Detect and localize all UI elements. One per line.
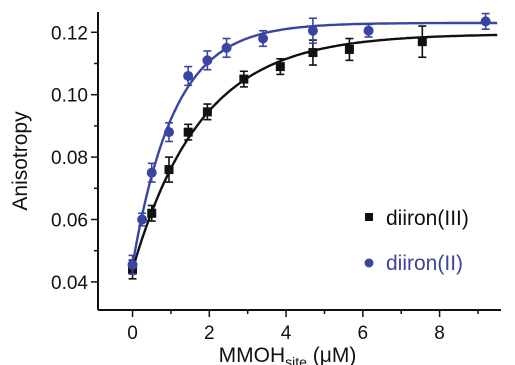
x-axis-title-unit: (μM)	[307, 344, 356, 365]
fit-curves-group	[131, 21, 498, 270]
data-point-diiron-iii	[239, 74, 249, 84]
data-point-diiron-iii	[275, 62, 285, 72]
data-point-diiron-iii	[202, 107, 212, 117]
y-tick-label: 0.08	[51, 148, 88, 169]
x-axis-title-main: MMOH	[219, 344, 286, 365]
fit-curve-diiron-iii	[131, 33, 498, 270]
x-tick-label: 8	[434, 323, 445, 344]
data-point-diiron-ii	[164, 127, 175, 138]
data-point-diiron-ii	[258, 33, 269, 44]
y-tick-label: 0.12	[51, 23, 88, 44]
legend-label-diiron-iii: diiron(III)	[386, 207, 469, 230]
data-point-diiron-ii	[480, 16, 491, 27]
data-point-diiron-iii	[308, 48, 318, 58]
fit-curve-diiron-ii	[131, 21, 498, 266]
x-axis-title: MMOHsite (μM)	[219, 344, 357, 365]
axes-group: 0.04 0.06 0.08 0.10 0.12 0 2 4 6 8	[51, 12, 501, 344]
data-point-diiron-ii	[221, 42, 232, 53]
data-point-diiron-iii	[147, 208, 157, 218]
data-point-diiron-ii	[183, 70, 194, 81]
legend-label-diiron-ii: diiron(II)	[386, 252, 463, 275]
data-point-diiron-ii	[137, 214, 148, 225]
data-point-diiron-ii	[127, 259, 138, 270]
data-point-diiron-ii	[363, 25, 374, 36]
y-tick-label: 0.10	[51, 86, 88, 107]
legend: diiron(III) diiron(II)	[364, 207, 469, 275]
x-tick-label: 0	[127, 323, 138, 344]
data-point-diiron-ii	[307, 25, 318, 36]
data-points-group	[127, 12, 491, 280]
data-point-diiron-iii	[417, 37, 427, 47]
y-tick-label: 0.06	[51, 211, 88, 232]
y-axis-title: Anisotropy	[9, 111, 32, 211]
y-tick-label: 0.04	[51, 273, 88, 294]
legend-marker-square	[365, 213, 373, 221]
data-point-diiron-iii	[344, 44, 354, 54]
x-axis-title-subscript: site	[285, 354, 307, 365]
data-point-diiron-iii	[183, 127, 193, 137]
data-point-diiron-ii	[146, 167, 157, 178]
data-point-diiron-iii	[164, 165, 174, 175]
x-tick-label: 6	[358, 323, 369, 344]
x-tick-label: 2	[204, 323, 215, 344]
x-tick-label: 4	[281, 323, 292, 344]
data-point-diiron-ii	[202, 55, 213, 66]
legend-marker-circle	[364, 258, 374, 268]
